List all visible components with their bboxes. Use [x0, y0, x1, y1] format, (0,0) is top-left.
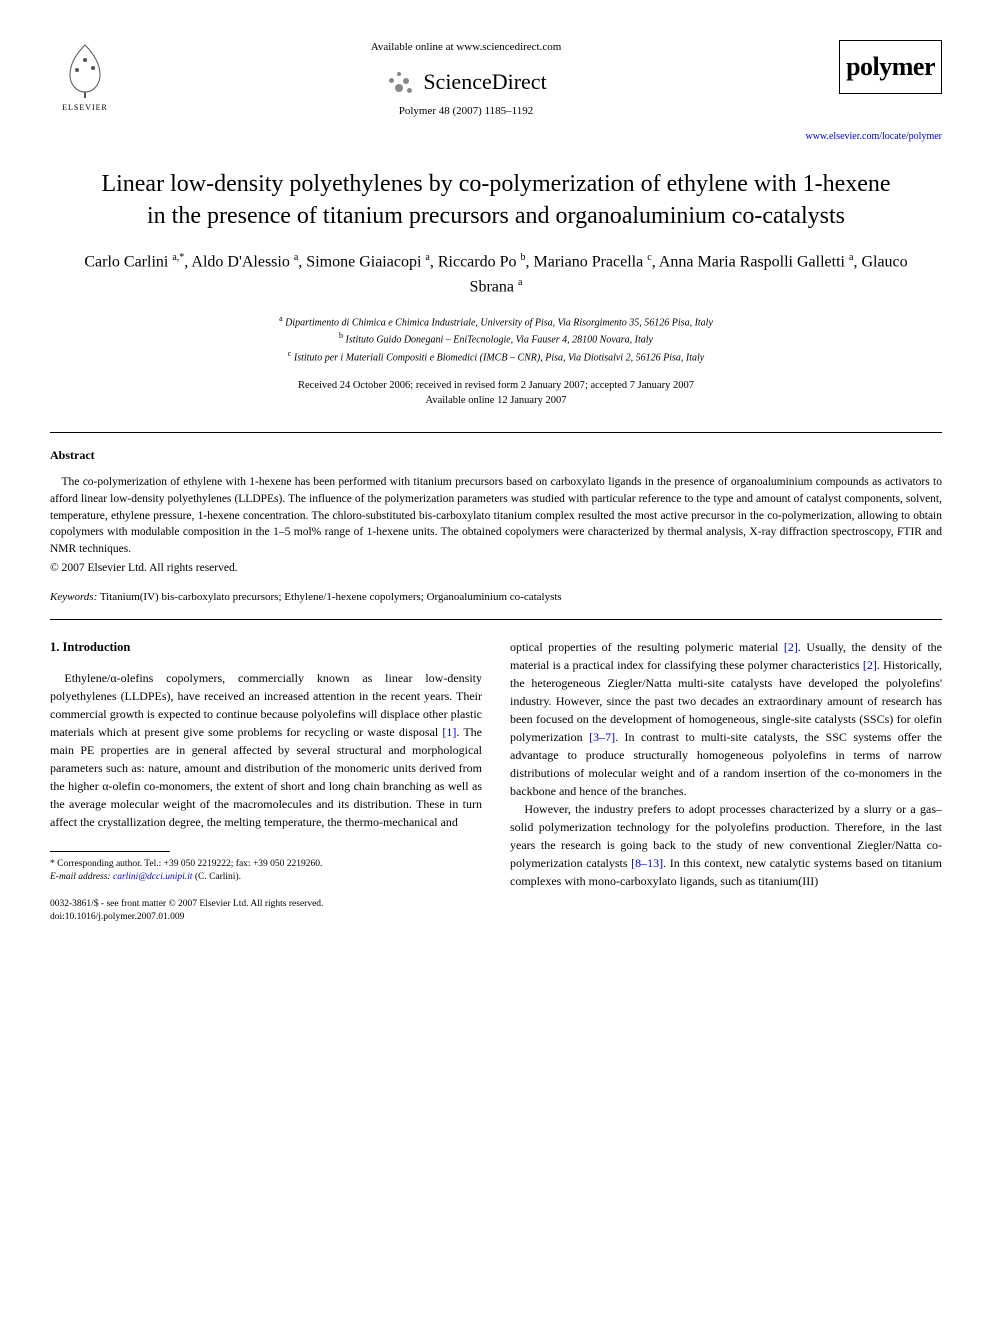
available-online-text: Available online at www.sciencedirect.co…: [120, 40, 812, 55]
ref-link-2a[interactable]: [2]: [784, 640, 798, 654]
affiliations: a Dipartimento di Chimica e Chimica Indu…: [50, 313, 942, 365]
abstract-heading: Abstract: [50, 447, 942, 464]
elsevier-tree-icon: [55, 40, 115, 100]
ref-link-8-13[interactable]: [8–13]: [631, 856, 663, 870]
article-title: Linear low-density polyethylenes by co-p…: [90, 168, 902, 233]
corresponding-author-footnote: * Corresponding author. Tel.: +39 050 22…: [50, 858, 482, 885]
footnote-corr: * Corresponding author. Tel.: +39 050 22…: [50, 858, 482, 871]
keywords-label: Keywords:: [50, 591, 97, 603]
sciencedirect-block: Available online at www.sciencedirect.co…: [120, 40, 812, 122]
footer-meta: 0032-3861/$ - see front matter © 2007 El…: [50, 898, 482, 923]
footnote-separator: [50, 851, 170, 852]
divider-top: [50, 432, 942, 433]
footer-doi: doi:10.1016/j.polymer.2007.01.009: [50, 911, 482, 923]
elsevier-logo: ELSEVIER: [50, 40, 120, 120]
section-1-heading: 1. Introduction: [50, 638, 482, 657]
column-right: optical properties of the resulting poly…: [510, 638, 942, 923]
affiliation-c: c Istituto per i Materiali Compositi e B…: [50, 348, 942, 365]
intro-paragraph-3: However, the industry prefers to adopt p…: [510, 800, 942, 890]
received-date: Received 24 October 2006; received in re…: [50, 379, 942, 394]
footnote-email-line: E-mail address: carlini@dcci.unipi.it (C…: [50, 871, 482, 884]
sciencedirect-dots-icon: [385, 70, 415, 96]
intro-paragraph-1: Ethylene/α-olefins copolymers, commercia…: [50, 669, 482, 831]
elsevier-label: ELSEVIER: [62, 102, 108, 113]
divider-bottom: [50, 619, 942, 620]
abstract-text: The co-polymerization of ethylene with 1…: [50, 474, 942, 557]
ref-link-2b[interactable]: [2]: [863, 658, 877, 672]
sciencedirect-name: ScienceDirect: [423, 67, 546, 98]
citation-line: Polymer 48 (2007) 1185–1192: [120, 104, 812, 119]
ref-link-1[interactable]: [1]: [442, 725, 456, 739]
body-columns: 1. Introduction Ethylene/α-olefins copol…: [50, 638, 942, 923]
affiliation-b: b Istituto Guido Donegani – EniTecnologi…: [50, 330, 942, 347]
header-row: ELSEVIER Available online at www.science…: [50, 40, 942, 122]
online-date: Available online 12 January 2007: [50, 394, 942, 409]
keywords-text: Titanium(IV) bis-carboxylato precursors;…: [100, 591, 562, 603]
authors-list: Carlo Carlini a,*, Aldo D'Alessio a, Sim…: [80, 250, 912, 299]
ref-link-3-7[interactable]: [3–7]: [589, 730, 615, 744]
article-dates: Received 24 October 2006; received in re…: [50, 379, 942, 408]
keywords-line: Keywords: Titanium(IV) bis-carboxylato p…: [50, 590, 942, 605]
footer-issn: 0032-3861/$ - see front matter © 2007 El…: [50, 898, 482, 910]
sciencedirect-logo: ScienceDirect: [120, 67, 812, 98]
footnote-email[interactable]: carlini@dcci.unipi.it: [113, 872, 192, 882]
intro-paragraph-2: optical properties of the resulting poly…: [510, 638, 942, 800]
journal-logo-block: polymer: [812, 40, 942, 94]
journal-url[interactable]: www.elsevier.com/locate/polymer: [50, 130, 942, 144]
abstract-copyright: © 2007 Elsevier Ltd. All rights reserved…: [50, 560, 942, 576]
affiliation-a: a Dipartimento di Chimica e Chimica Indu…: [50, 313, 942, 330]
column-left: 1. Introduction Ethylene/α-olefins copol…: [50, 638, 482, 923]
journal-name: polymer: [839, 40, 942, 94]
